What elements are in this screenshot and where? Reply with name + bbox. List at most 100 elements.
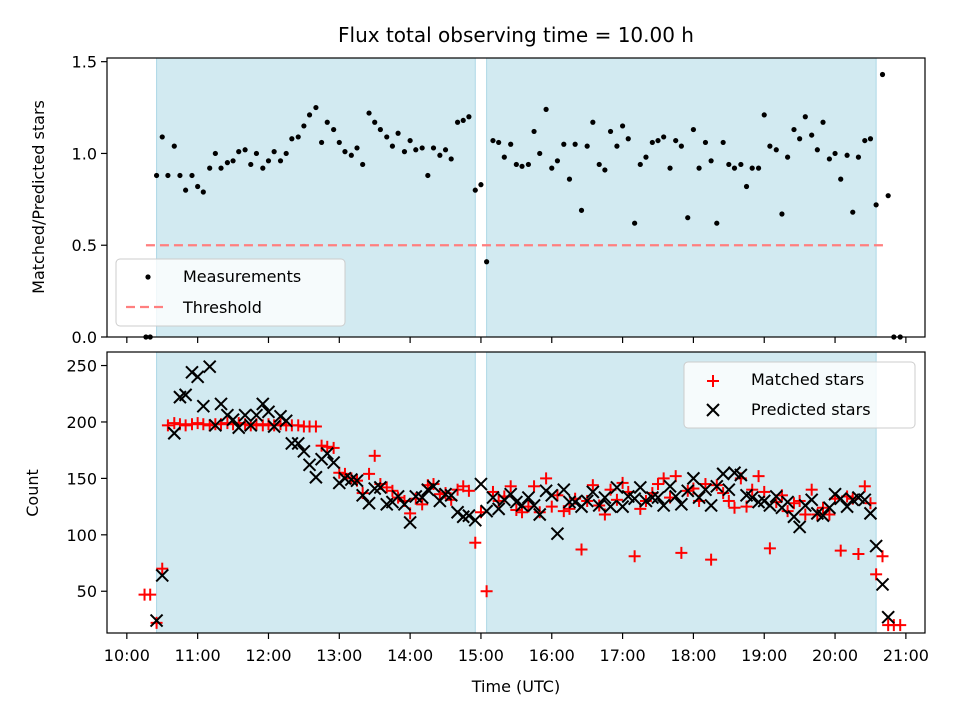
measurement-point <box>301 123 307 129</box>
measurement-point <box>873 202 879 208</box>
measurement-point <box>478 182 484 188</box>
measurement-point <box>508 141 514 147</box>
predicted-star-point <box>244 418 258 433</box>
measurement-point <box>384 134 390 140</box>
predicted-star-point <box>285 436 299 451</box>
predicted-star-point <box>645 490 660 505</box>
predicted-star-point <box>734 468 748 482</box>
top-shaded-interval <box>486 57 877 338</box>
measurement-points <box>143 71 903 340</box>
top-y-axis-label: Matched/Predicted stars <box>29 100 48 294</box>
matched-star-point <box>179 419 192 432</box>
legend-threshold-label: Threshold <box>182 298 262 317</box>
predicted-star-point <box>686 471 701 486</box>
matched-star-point <box>705 553 718 566</box>
measurement-point <box>797 136 803 142</box>
measurement-point <box>437 152 443 158</box>
matched-star-point <box>651 478 664 491</box>
top-plot-frame <box>106 57 926 338</box>
matched-star-point <box>168 417 181 430</box>
predicted-star-point <box>610 480 624 495</box>
legend-predicted-label: Predicted stars <box>751 400 871 419</box>
chart-title: Flux total observing time = 10.00 h <box>338 23 694 47</box>
top-y-tick-label: 1.0 <box>72 144 97 163</box>
matched-star-point <box>256 419 269 432</box>
predicted-star-point <box>692 490 706 505</box>
measurement-point <box>177 172 183 179</box>
matched-star-point <box>545 500 558 513</box>
predicted-star-point <box>521 490 536 505</box>
matched-star-point <box>185 418 198 431</box>
predicted-star-point <box>681 484 695 498</box>
measurement-point <box>850 209 856 215</box>
bottom-x-tick-label: 11:00 <box>175 646 221 665</box>
predicted-star-point <box>603 499 618 514</box>
matched-star-point <box>327 441 340 454</box>
measurement-point <box>632 220 638 226</box>
predicted-star-point <box>415 490 429 505</box>
measurement-point <box>696 165 702 171</box>
predicted-star-point <box>373 480 388 495</box>
measurement-point <box>519 163 525 169</box>
matched-star-point <box>876 550 889 563</box>
predicted-star-point <box>557 482 571 497</box>
measurement-point <box>360 161 366 168</box>
matched-star-point <box>150 616 163 629</box>
measurement-point <box>767 143 773 149</box>
measurement-point <box>525 161 531 168</box>
predicted-star-point <box>474 477 488 491</box>
matched-star-point <box>752 470 765 483</box>
measurement-point <box>637 161 643 168</box>
measurement-point <box>165 172 171 179</box>
predicted-star-point <box>178 388 193 402</box>
predicted-star-point <box>444 488 458 503</box>
measurement-point <box>224 160 230 166</box>
predicted-star-point <box>804 493 819 507</box>
matched-star-point <box>799 508 812 521</box>
matched-star-point <box>657 472 670 485</box>
measurement-point <box>295 134 301 140</box>
predicted-star-point <box>580 494 594 508</box>
predicted-star-point <box>780 495 795 509</box>
matched-star-point <box>469 536 482 549</box>
measurement-point <box>472 187 478 193</box>
measurement-point <box>531 128 537 135</box>
predicted-star-point <box>787 510 801 524</box>
measurement-point <box>448 156 454 162</box>
measurement-point <box>543 106 549 112</box>
matched-star-point <box>722 494 735 507</box>
predicted-star-point <box>704 498 718 513</box>
measurement-point <box>419 145 425 151</box>
measurement-point <box>749 165 755 171</box>
predicted-star-point <box>834 491 848 506</box>
top-y-tick-label: 0.5 <box>72 236 97 255</box>
predicted-star-point <box>858 493 872 507</box>
measurement-point <box>501 154 507 160</box>
predicted-star-point <box>226 413 240 427</box>
x-axis-label: Time (UTC) <box>471 677 560 696</box>
legend-predicted-marker <box>706 403 720 417</box>
measurement-point <box>566 176 573 182</box>
predicted-star-point <box>479 504 494 518</box>
bottom-x-tick-label: 13:00 <box>316 646 362 665</box>
matched-star-point <box>894 619 907 632</box>
measurement-point <box>802 114 808 120</box>
predicted-star-point <box>426 479 441 494</box>
measurement-point <box>879 71 886 78</box>
measurement-point <box>584 143 590 149</box>
matched-star-point <box>504 480 517 493</box>
bottom-y-tick-label: 250 <box>66 357 97 376</box>
predicted-star-point <box>562 495 577 509</box>
measurement-point <box>271 149 277 155</box>
matched-star-point <box>368 449 381 462</box>
predicted-star-point <box>362 496 376 510</box>
measurement-point <box>602 167 608 173</box>
measurement-point <box>590 119 596 125</box>
predicted-star-point <box>598 490 612 505</box>
predicted-star-point <box>586 485 600 499</box>
measurement-point <box>283 150 289 157</box>
measurement-point <box>673 137 679 144</box>
measurement-point <box>377 126 383 133</box>
measurement-point <box>318 139 325 146</box>
